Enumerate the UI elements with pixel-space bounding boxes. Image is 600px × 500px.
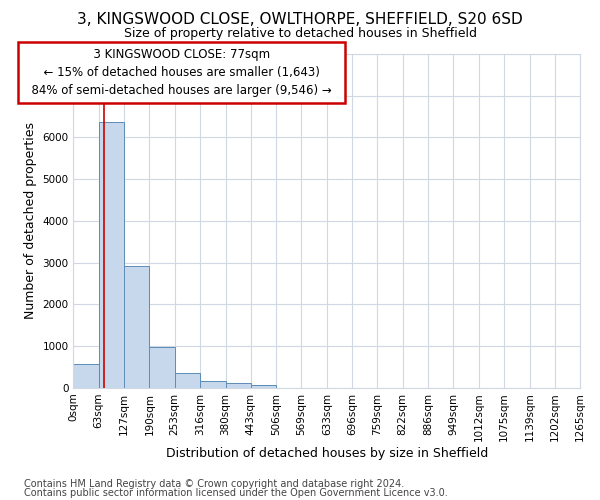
- Text: Contains HM Land Registry data © Crown copyright and database right 2024.: Contains HM Land Registry data © Crown c…: [24, 479, 404, 489]
- Bar: [200, 381, 226, 388]
- Bar: [175, 373, 200, 388]
- Bar: [226, 384, 251, 388]
- Text: 3, KINGSWOOD CLOSE, OWLTHORPE, SHEFFIELD, S20 6SD: 3, KINGSWOOD CLOSE, OWLTHORPE, SHEFFIELD…: [77, 12, 523, 28]
- Text: Size of property relative to detached houses in Sheffield: Size of property relative to detached ho…: [124, 28, 476, 40]
- Bar: [251, 385, 276, 388]
- Text: 3 KINGSWOOD CLOSE: 77sqm  
  ← 15% of detached houses are smaller (1,643)  
  84: 3 KINGSWOOD CLOSE: 77sqm ← 15% of detach…: [24, 48, 339, 98]
- Bar: [98, 122, 124, 388]
- X-axis label: Distribution of detached houses by size in Sheffield: Distribution of detached houses by size …: [166, 447, 488, 460]
- Bar: [73, 364, 98, 388]
- Bar: [149, 348, 175, 388]
- Y-axis label: Number of detached properties: Number of detached properties: [24, 122, 37, 320]
- Bar: [124, 266, 149, 388]
- Text: Contains public sector information licensed under the Open Government Licence v3: Contains public sector information licen…: [24, 488, 448, 498]
